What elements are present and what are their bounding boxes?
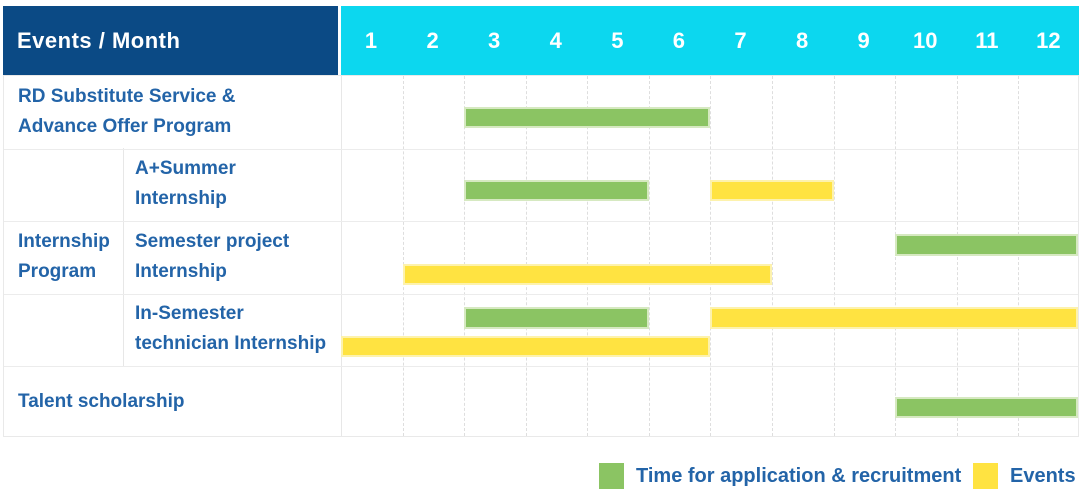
month-grid-line bbox=[710, 76, 712, 436]
legend-item-events: Events bbox=[973, 463, 1076, 489]
group-label-line: Internship bbox=[18, 231, 110, 252]
row-label-rd-substitute: RD Substitute Service & Advance Offer Pr… bbox=[4, 76, 341, 148]
application-recruitment-bar bbox=[895, 397, 1078, 418]
group-label-line: Program bbox=[18, 261, 97, 282]
month-tick: 8 bbox=[795, 27, 809, 53]
application-recruitment-bar bbox=[464, 179, 649, 201]
gantt-body: RD Substitute Service & Advance Offer Pr… bbox=[3, 75, 1079, 437]
month-tick: 3 bbox=[488, 27, 501, 53]
gantt-table: Events / Month 1 2 3 4 5 6 7 8 9 10 11 1… bbox=[3, 6, 1079, 437]
application-recruitment-bar bbox=[895, 234, 1078, 256]
month-tick: 12 bbox=[1036, 27, 1061, 53]
month-grid-line bbox=[464, 76, 466, 436]
month-tick: 10 bbox=[912, 27, 938, 53]
row-divider-line bbox=[4, 149, 1078, 150]
table-corner-header: Events / Month bbox=[3, 6, 338, 75]
row-label-line: Talent scholarship bbox=[18, 391, 185, 412]
row-label-semester-project: Semester project Internship bbox=[123, 221, 341, 293]
months-header-row: 1 2 3 4 5 6 7 8 9 10 11 12 bbox=[341, 6, 1079, 75]
row-label-line: A+Summer bbox=[135, 158, 236, 179]
row-label-line: Advance Offer Program bbox=[18, 116, 232, 137]
month-grid-line bbox=[648, 76, 650, 436]
legend-label-application: Time for application & recruitment bbox=[636, 464, 962, 487]
legend-swatch-green bbox=[599, 463, 624, 489]
corner-header-label: Events / Month bbox=[17, 27, 181, 53]
month-grid-line bbox=[772, 76, 774, 436]
group-column-divider bbox=[123, 148, 124, 366]
month-grid-line bbox=[525, 76, 527, 436]
month-grid-line bbox=[833, 76, 835, 436]
application-recruitment-bar bbox=[464, 107, 711, 128]
month-tick: 9 bbox=[857, 27, 870, 53]
row-label-line: technician Internship bbox=[135, 333, 327, 354]
row-label-in-semester-technician: In-Semester technician Internship bbox=[123, 293, 341, 365]
legend-label-events: Events bbox=[1010, 464, 1076, 487]
events-bar bbox=[402, 263, 773, 285]
events-bar bbox=[710, 306, 1078, 329]
month-grid-line bbox=[341, 76, 342, 436]
application-recruitment-bar bbox=[464, 306, 649, 329]
events-bar bbox=[710, 179, 834, 201]
month-tick: 4 bbox=[549, 27, 562, 53]
month-grid-line bbox=[402, 76, 404, 436]
events-bar bbox=[341, 336, 711, 357]
legend-item-application: Time for application & recruitment bbox=[599, 463, 961, 489]
group-label-internship-program: Internship Program bbox=[4, 148, 123, 366]
row-label-a-plus-summer: A+Summer Internship bbox=[123, 148, 341, 220]
month-tick: 1 bbox=[364, 27, 378, 53]
month-tick: 2 bbox=[426, 27, 439, 53]
month-grid-line bbox=[956, 76, 958, 436]
month-grid-line bbox=[1018, 76, 1020, 436]
row-divider-line bbox=[4, 366, 1078, 367]
row-label-line: In-Semester bbox=[135, 303, 244, 324]
month-tick: 6 bbox=[672, 27, 686, 53]
row-label-line: Semester project bbox=[135, 231, 290, 252]
month-grid-line bbox=[895, 76, 897, 436]
row-divider-line bbox=[4, 294, 1078, 295]
row-label-line: Internship bbox=[135, 261, 227, 282]
legend-swatch-yellow bbox=[973, 463, 998, 489]
month-grid-line bbox=[587, 76, 589, 436]
month-tick: 7 bbox=[734, 27, 747, 53]
month-tick: 5 bbox=[611, 27, 624, 53]
row-label-line: RD Substitute Service & bbox=[18, 86, 236, 107]
row-label-talent-scholarship: Talent scholarship bbox=[4, 366, 341, 438]
row-divider-line bbox=[4, 221, 1078, 222]
month-tick: 11 bbox=[975, 27, 999, 53]
row-label-line: Internship bbox=[135, 188, 227, 209]
